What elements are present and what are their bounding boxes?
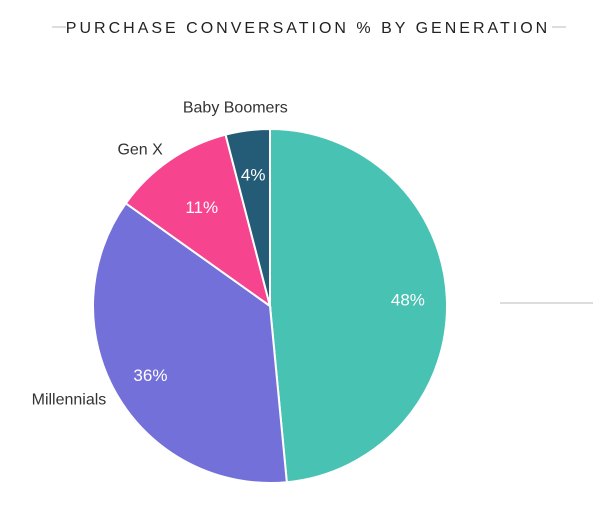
pie-slice-millennials bbox=[92, 201, 288, 484]
percent-label-millennials: 36% bbox=[133, 366, 167, 385]
category-label-gen-x: Gen X bbox=[117, 141, 163, 158]
category-label-baby-boomers: Baby Boomers bbox=[183, 100, 288, 117]
category-labels: Millennials Gen X Baby Boomers bbox=[32, 100, 288, 409]
pie-slices bbox=[92, 127, 448, 484]
chart-title: PURCHASE CONVERSATION % BY GENERATION bbox=[66, 20, 550, 37]
category-label-millennials: Millennials bbox=[32, 392, 107, 409]
percent-label-gen-z: 48% bbox=[391, 290, 425, 309]
pie-slice-gen-x bbox=[124, 133, 272, 309]
percent-labels: 48% 36% 11% 4% bbox=[133, 165, 424, 385]
percent-label-baby-boomers: 4% bbox=[241, 165, 266, 184]
percent-label-gen-x: 11% bbox=[185, 198, 218, 217]
pie-slice-baby-boomers bbox=[224, 127, 271, 307]
pie-slice-gen-z bbox=[269, 127, 448, 484]
